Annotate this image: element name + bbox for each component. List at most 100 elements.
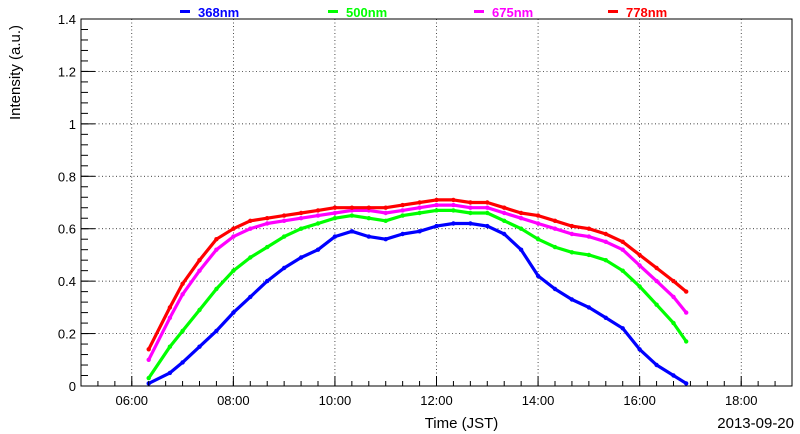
data-point	[603, 239, 608, 244]
data-point	[298, 255, 304, 260]
data-point	[684, 289, 689, 294]
data-point	[417, 229, 422, 234]
series-778nm	[146, 197, 689, 352]
data-point	[281, 218, 287, 223]
data-point	[552, 244, 558, 250]
data-point	[366, 205, 371, 210]
data-point	[400, 231, 405, 237]
data-point	[684, 310, 689, 315]
legend-label: 368nm	[198, 5, 239, 20]
data-point	[214, 247, 219, 252]
data-point	[332, 216, 338, 221]
data-point	[146, 347, 151, 352]
data-point	[383, 205, 388, 210]
data-point	[248, 218, 253, 223]
data-point	[366, 216, 371, 221]
data-point	[315, 221, 321, 226]
y-tick-label: 0.6	[58, 222, 76, 237]
data-point	[620, 326, 625, 331]
x-tick-label: 10:00	[319, 393, 352, 408]
data-point	[197, 344, 202, 349]
data-point	[281, 234, 287, 239]
y-axis-title: Intensity (a.u.)	[7, 25, 24, 120]
data-point	[451, 221, 456, 226]
data-point	[231, 310, 236, 315]
data-point	[434, 223, 439, 229]
data-point	[502, 231, 507, 237]
data-point	[654, 302, 659, 307]
series-trace	[147, 203, 688, 362]
data-point	[502, 210, 507, 216]
data-point	[281, 213, 287, 218]
data-point	[671, 278, 676, 284]
data-point	[671, 373, 676, 378]
data-point	[586, 226, 592, 231]
data-point	[451, 197, 456, 203]
data-point	[586, 252, 592, 258]
data-point	[349, 205, 355, 210]
data-point	[637, 347, 642, 352]
data-point	[603, 258, 608, 263]
legend-swatch	[180, 10, 190, 13]
data-point	[315, 213, 321, 218]
data-point	[248, 226, 253, 231]
data-point	[180, 360, 185, 365]
data-point	[180, 281, 185, 286]
data-point	[502, 205, 507, 210]
data-point	[383, 237, 388, 242]
data-point	[434, 197, 439, 203]
data-point	[434, 208, 439, 213]
legend-label: 675nm	[492, 5, 533, 20]
data-point	[332, 205, 338, 210]
data-point	[654, 278, 659, 284]
data-point	[180, 328, 185, 334]
data-point	[468, 210, 473, 216]
x-tick-label: 08:00	[217, 393, 250, 408]
data-point	[265, 278, 270, 284]
data-point	[298, 210, 304, 216]
data-point	[586, 234, 592, 239]
series-368nm	[146, 221, 689, 386]
y-tick-label: 1	[69, 117, 76, 132]
legend-item: 368nm	[180, 5, 239, 20]
data-point	[214, 237, 219, 242]
series-500nm	[146, 208, 689, 381]
data-point	[248, 294, 253, 300]
grid	[81, 19, 792, 386]
data-point	[332, 234, 338, 239]
data-point	[265, 221, 270, 226]
data-point	[197, 307, 202, 313]
data-point	[400, 208, 405, 213]
legend-swatch	[474, 10, 484, 13]
data-point	[383, 210, 388, 216]
x-tick-label: 06:00	[116, 393, 149, 408]
data-point	[231, 234, 236, 239]
data-point	[332, 210, 338, 216]
legend-item: 500nm	[328, 5, 387, 20]
data-point	[146, 375, 151, 381]
data-point	[400, 202, 405, 208]
data-point	[620, 268, 625, 273]
data-point	[485, 223, 490, 229]
legend-label: 500nm	[346, 5, 387, 20]
legend-swatch	[608, 10, 618, 13]
data-point	[434, 202, 439, 208]
series-layer	[146, 197, 689, 386]
data-point	[231, 226, 236, 231]
data-point	[468, 221, 473, 226]
data-point	[684, 381, 689, 386]
data-point	[502, 218, 507, 223]
legend: 368nm 500nm 675nm 778nm	[180, 5, 667, 20]
data-point	[485, 210, 490, 216]
data-point	[315, 247, 321, 252]
data-point	[569, 231, 575, 237]
legend-item: 675nm	[474, 5, 533, 20]
y-tick-label: 1.4	[58, 12, 76, 27]
x-axis-title: Time (JST)	[425, 415, 499, 432]
data-point	[518, 226, 524, 231]
data-point	[518, 216, 524, 221]
x-tick-label: 18:00	[725, 393, 758, 408]
series-trace	[147, 221, 688, 385]
data-point	[535, 221, 541, 226]
